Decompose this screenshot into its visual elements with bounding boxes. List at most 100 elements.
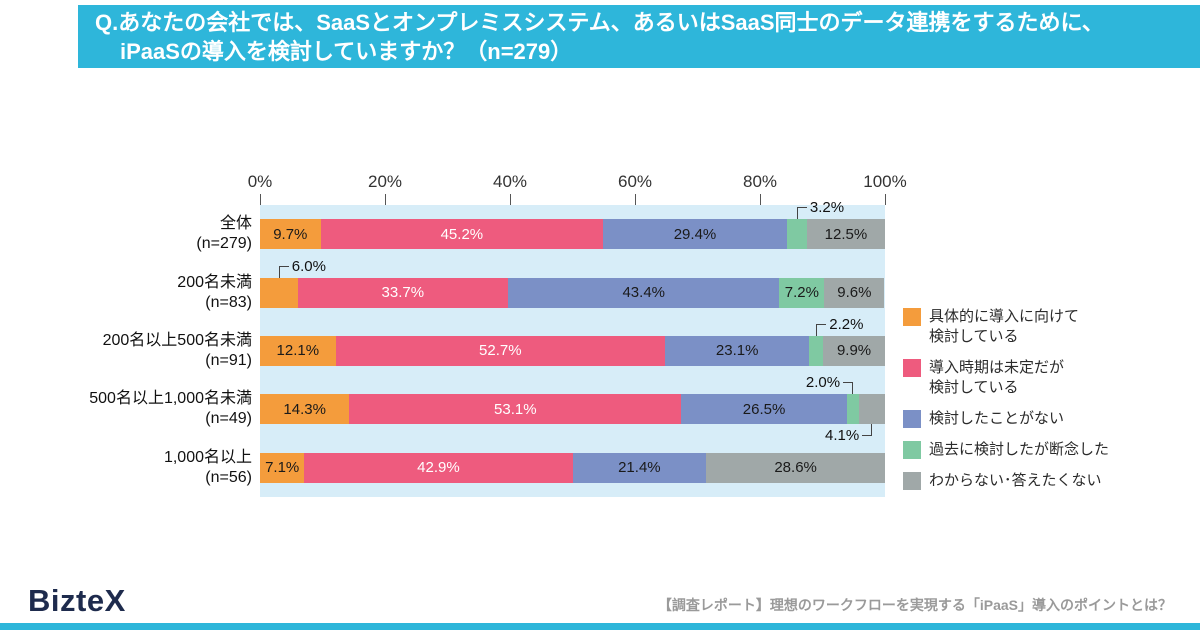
legend-label-line: 検討したことがない	[929, 410, 1065, 427]
bar-segment: 21.4%	[572, 452, 707, 483]
segment-value-label: 12.5%	[824, 225, 868, 243]
callout-leader-line	[796, 207, 807, 220]
row-label-n: (n=83)	[205, 293, 252, 311]
chart-row: 200名以上500名未満 (n=91) 12.1% 52.7% 23.1% 2.2% 9.9…	[103, 316, 885, 380]
legend-swatch	[903, 410, 921, 428]
x-axis-tick	[760, 194, 761, 205]
x-axis-tick	[635, 194, 636, 205]
question-text-line1: Q.あなたの会社では、SaaSとオンプレミスシステム、あるいはSaaS同士のデー…	[95, 10, 1104, 35]
bar-segment: 26.5%	[681, 394, 847, 425]
x-axis-tick	[510, 194, 511, 205]
chart-legend: 具体的に導入に向けて 検討している 導入時期は未定だが 検討している 検討したことがない…	[903, 307, 1109, 491]
legend-label-line: 検討している	[929, 379, 1019, 396]
legend-label-line: 検討している	[929, 328, 1019, 345]
bar-segment: 53.1%	[349, 394, 682, 425]
segment-value-label: 26.5%	[742, 400, 786, 418]
stacked-bar: 200名未満 (n=83) 6.0% 33.7% 43.4% 7.2% 9.6%	[177, 258, 885, 311]
plot-area: 全体 (n=279) 9.7% 45.2% 29.4% 3.2% 12.5% 200名未満 (n…	[89, 199, 885, 497]
segment-value-label: 9.7%	[273, 225, 308, 243]
segment-value-label: 9.6%	[837, 284, 872, 302]
legend-swatch	[903, 441, 921, 459]
legend-item: 導入時期は未定だが 検討している	[903, 358, 1109, 398]
x-axis-tick	[385, 194, 386, 205]
legend-label: 過去に検討したが断念した	[929, 440, 1109, 460]
callout-value-label: 6.0%	[291, 257, 326, 275]
bar-segment	[859, 394, 885, 425]
report-tagline: 【調査レポート】理想のワークフローを実現する「iPaaS」導入のポイントとは？	[657, 597, 1172, 613]
segment-value-label: 21.4%	[618, 459, 661, 477]
bar-segment: 9.7%	[260, 219, 321, 250]
legend-label-line: 導入時期は未定だが	[929, 359, 1065, 376]
bar-segment: 12.1%	[260, 335, 336, 366]
stacked-bar: 全体 (n=279) 9.7% 45.2% 29.4% 3.2% 12.5%	[196, 199, 885, 252]
segment-value-label: 23.1%	[715, 342, 759, 360]
row-label-n: (n=56)	[205, 468, 252, 486]
biztex-logo: BizteX	[28, 583, 126, 618]
callout-value-label: 4.1%	[824, 427, 860, 445]
segment-value-label: 29.4%	[673, 225, 717, 243]
legend-item: 検討したことがない	[903, 409, 1109, 429]
row-label: 1,000名以上 (n=56)	[164, 448, 252, 488]
x-axis-tick-label: 20%	[367, 172, 403, 191]
bar-segment	[846, 394, 860, 425]
bar-segment	[786, 219, 807, 250]
callout-value-label: 3.2%	[809, 199, 845, 217]
x-axis-tick-label: 0%	[247, 172, 273, 191]
legend-label: 検討したことがない	[929, 409, 1064, 429]
callout-leader-line	[843, 382, 854, 395]
legend-label: 導入時期は未定だが 検討している	[929, 358, 1064, 398]
legend-label: わからない･答えたくない	[929, 471, 1102, 491]
segment-value-label: 7.2%	[784, 284, 819, 302]
stacked-bar: 1,000名以上 (n=56) 7.1% 42.9% 21.4% 28.6%	[164, 449, 885, 486]
chart-row: 500名以上1,000名未満 (n=49) 14.3% 53.1% 26.5% 2.0% 4…	[89, 374, 885, 444]
legend-swatch	[903, 308, 921, 326]
bottom-accent-bar	[0, 623, 1200, 630]
segment-value-label: 33.7%	[381, 284, 425, 302]
row-label: 200名未満 (n=83)	[177, 273, 252, 313]
segment-value-label: 28.6%	[774, 459, 817, 477]
x-axis-tick-label: 60%	[617, 172, 653, 191]
callout-leader-line	[278, 265, 289, 278]
legend-swatch	[903, 359, 921, 377]
bar-segment: 33.7%	[297, 277, 509, 308]
callout-leader-line	[862, 424, 873, 437]
bar-segment: 45.2%	[320, 219, 604, 250]
row-label: 全体 (n=279)	[196, 214, 252, 254]
row-label-name: 200名以上500名未満	[102, 331, 252, 349]
legend-swatch	[903, 472, 921, 490]
segment-value-label: 42.9%	[417, 459, 460, 477]
row-label-name: 1,000名以上	[163, 448, 252, 466]
bar-segment: 42.9%	[304, 452, 573, 483]
bar-segment: 43.4%	[508, 277, 780, 308]
callout-value-label: 2.0%	[805, 374, 841, 392]
bar-segment: 7.2%	[779, 277, 825, 308]
segment-value-label: 12.1%	[276, 342, 320, 360]
row-label-name: 200名未満	[177, 273, 252, 291]
segment-value-label: 7.1%	[265, 459, 300, 477]
x-axis-tick-label: 100%	[863, 172, 907, 191]
row-label: 500名以上1,000名未満 (n=49)	[89, 389, 252, 429]
legend-item: 過去に検討したが断念した	[903, 440, 1109, 460]
bar-segment: 9.6%	[824, 277, 885, 308]
bar-segment: 14.3%	[260, 394, 350, 425]
bar-segment: 52.7%	[335, 335, 665, 366]
bar-segment: 23.1%	[665, 335, 810, 366]
segment-value-label: 43.4%	[622, 284, 666, 302]
callout-leader-line	[816, 323, 827, 336]
stacked-bar: 500名以上1,000名未満 (n=49) 14.3% 53.1% 26.5% 2.0% 4…	[89, 374, 885, 444]
chart-row: 200名未満 (n=83) 6.0% 33.7% 43.4% 7.2% 9.6%	[177, 258, 885, 321]
segment-value-label: 52.7%	[479, 342, 522, 360]
question-text-line2: iPaaSの導入を検討していますか？（n=279）	[120, 39, 573, 64]
callout-value-label: 2.2%	[829, 315, 864, 333]
x-axis-tick	[260, 194, 261, 205]
legend-label-line: わからない･答えたくない	[929, 472, 1102, 489]
stacked-bar: 200名以上500名未満 (n=91) 12.1% 52.7% 23.1% 2.2% 9.9…	[103, 316, 885, 369]
legend-label: 具体的に導入に向けて 検討している	[929, 307, 1079, 347]
bar-segment: 28.6%	[706, 452, 885, 483]
x-axis-tick	[885, 194, 886, 205]
x-axis-tick-label: 40%	[492, 172, 528, 191]
row-label-name: 全体	[219, 215, 252, 233]
legend-label-line: 具体的に導入に向けて	[929, 308, 1080, 325]
bar-segment: 12.5%	[806, 219, 885, 250]
row-label-name: 500名以上1,000名未満	[89, 390, 252, 408]
